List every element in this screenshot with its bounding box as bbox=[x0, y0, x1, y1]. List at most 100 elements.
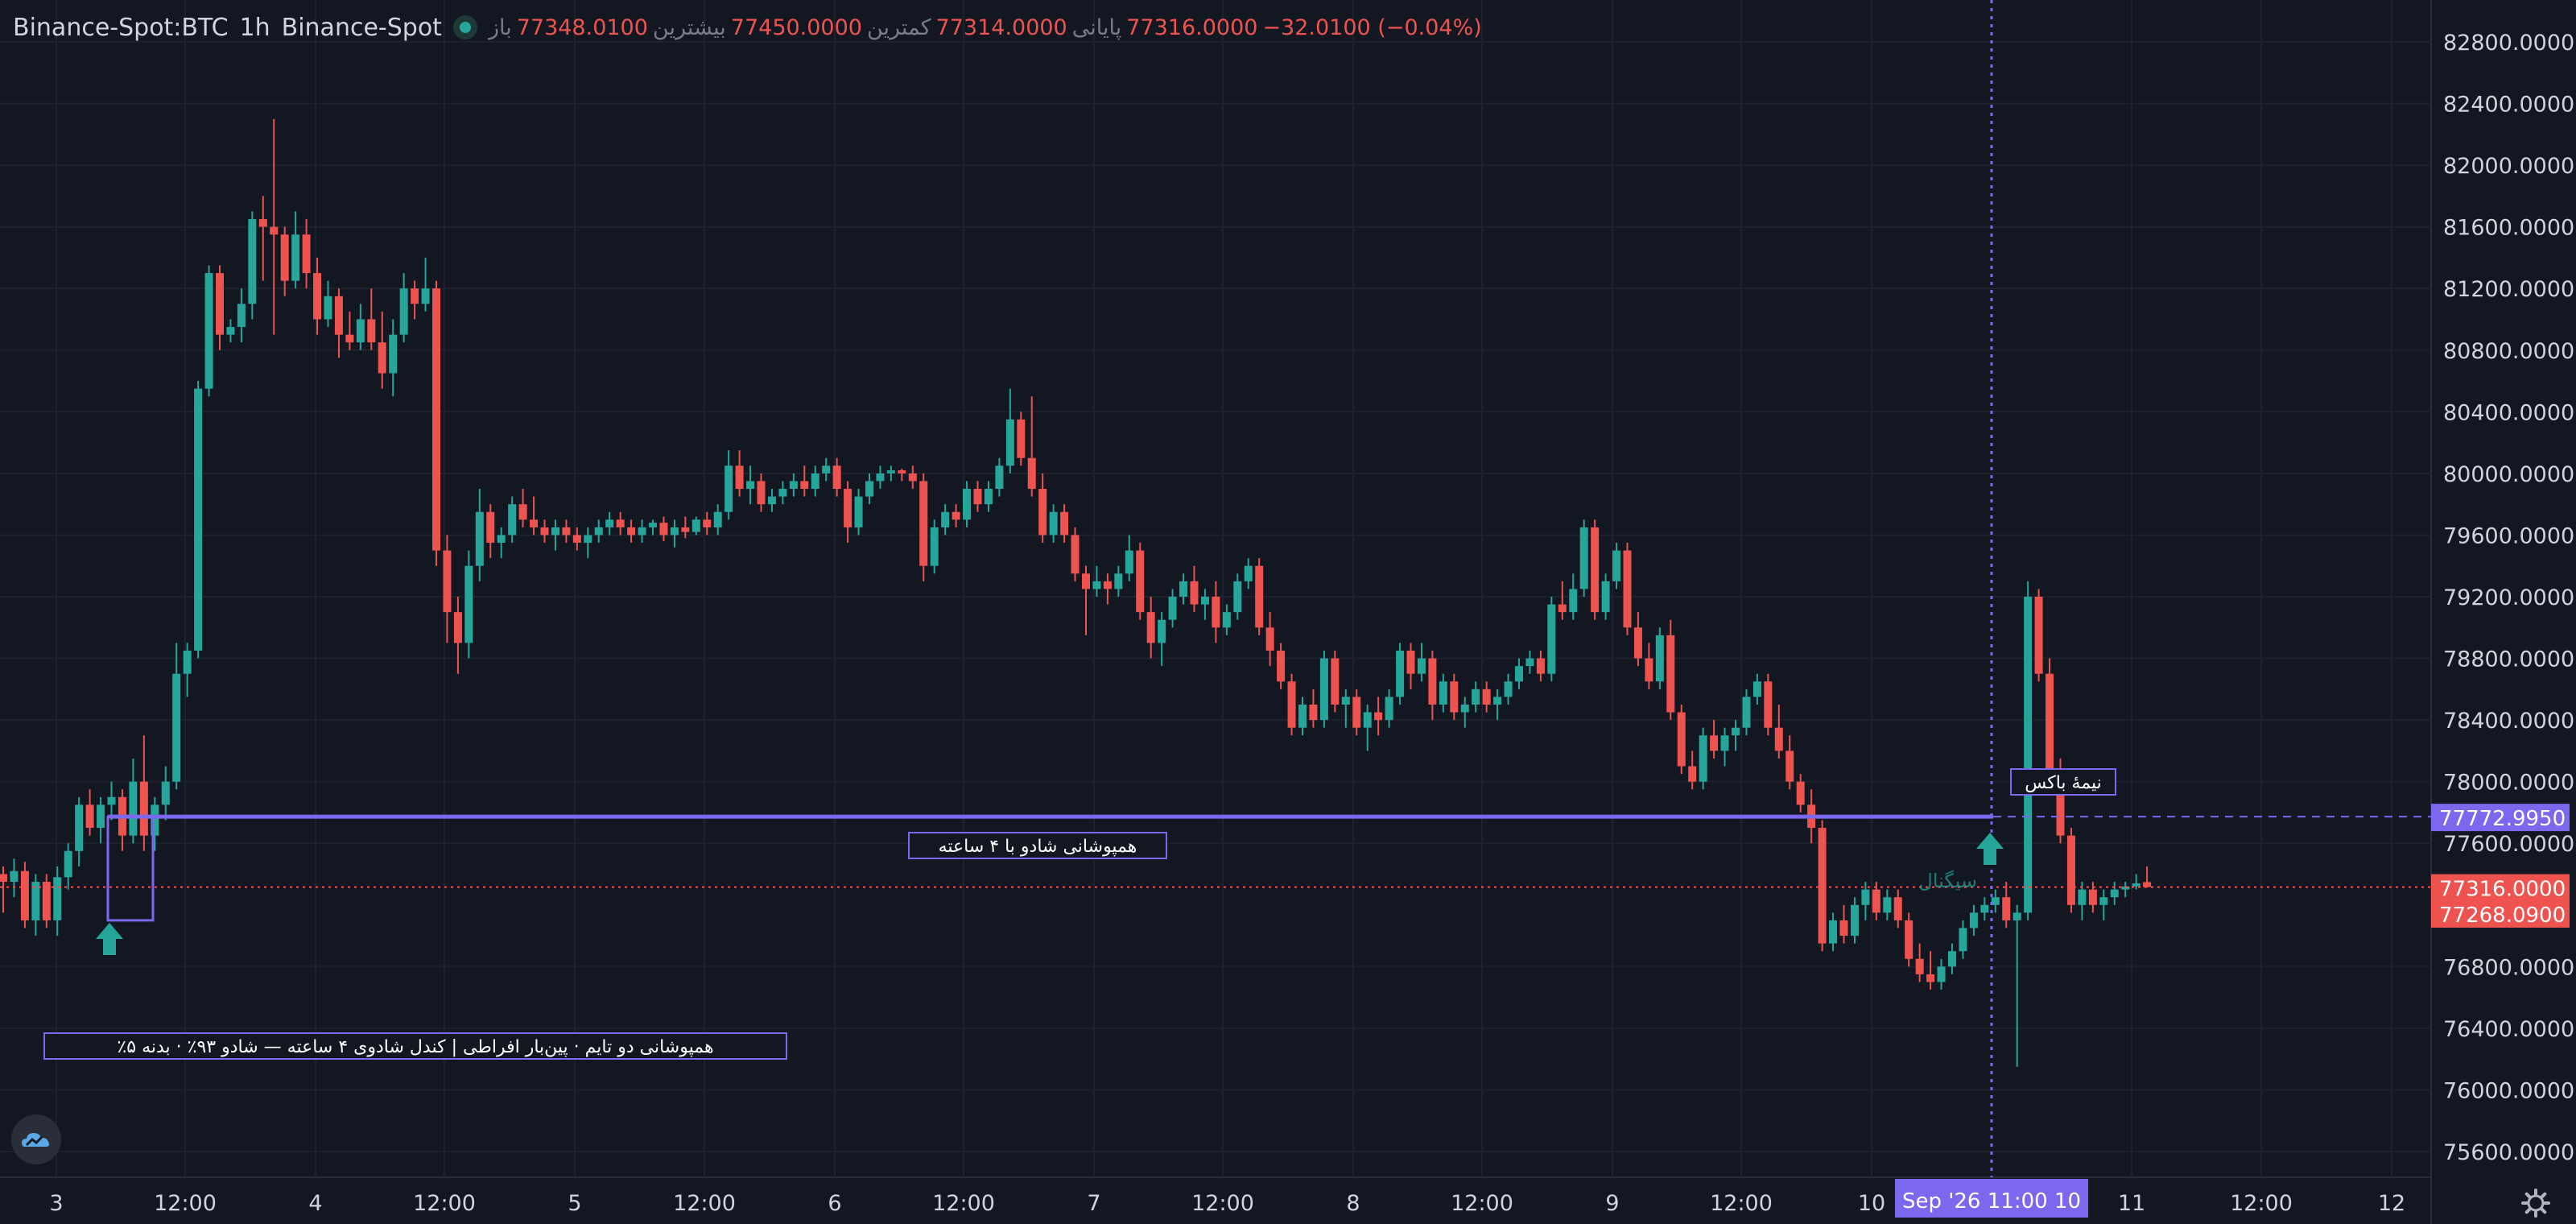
time-tick-label: 4 bbox=[308, 1191, 322, 1216]
candle-body bbox=[1136, 550, 1145, 613]
candle-body bbox=[1959, 928, 1967, 952]
candle-body bbox=[291, 234, 300, 281]
candle-body bbox=[1645, 658, 1653, 682]
candle-body bbox=[1049, 511, 1058, 536]
candle-body bbox=[832, 465, 841, 490]
candle-body bbox=[194, 388, 203, 651]
time-tick-label: 12:00 bbox=[932, 1191, 995, 1216]
candle-body bbox=[2143, 882, 2152, 887]
candle-body bbox=[421, 288, 430, 304]
candle-body bbox=[1829, 920, 1838, 944]
candle-body bbox=[2046, 673, 2054, 775]
candle-body bbox=[584, 535, 592, 544]
candle-body bbox=[1222, 612, 1231, 628]
candle-body bbox=[1872, 889, 1880, 913]
time-tick-label: 12 bbox=[2378, 1191, 2405, 1216]
price-tick-label: 81200.0000 bbox=[2443, 277, 2574, 302]
candle-body bbox=[1027, 457, 1036, 490]
gear-icon[interactable] bbox=[2520, 1187, 2552, 1219]
candle-body bbox=[258, 219, 267, 227]
candle-body bbox=[2024, 597, 2033, 913]
time-tick-label: 7 bbox=[1087, 1191, 1100, 1216]
candle-body bbox=[789, 481, 798, 490]
time-tick-label: 12:00 bbox=[2230, 1191, 2293, 1216]
candle-body bbox=[411, 288, 419, 304]
candle-body bbox=[1200, 597, 1209, 605]
candle-body bbox=[930, 527, 939, 566]
candle-body bbox=[1341, 697, 1350, 705]
candle-body bbox=[1591, 527, 1600, 613]
candle-body bbox=[518, 504, 527, 520]
candle-body bbox=[1114, 573, 1123, 589]
candle-body bbox=[800, 481, 809, 490]
candle-body bbox=[572, 535, 581, 544]
candle-body bbox=[627, 527, 636, 536]
price-tick-label: 76400.0000 bbox=[2443, 1017, 2574, 1042]
candle-body bbox=[995, 465, 1004, 490]
candle-body bbox=[1536, 658, 1545, 674]
candle-body bbox=[638, 527, 646, 536]
arrow-up-icon bbox=[96, 923, 123, 955]
candle-body bbox=[1298, 704, 1307, 728]
candle-body bbox=[1396, 650, 1405, 697]
candle-body bbox=[854, 496, 863, 527]
candle-body bbox=[1190, 581, 1199, 605]
ohlc-readout: باز 77348.0100 بیشترین 77450.0000 کمترین… bbox=[489, 15, 1482, 40]
candle-body bbox=[1255, 565, 1264, 628]
low-price-tag-bg bbox=[2431, 900, 2570, 928]
price-tick-label: 81600.0000 bbox=[2443, 216, 2574, 241]
candle-body bbox=[724, 465, 733, 512]
candle-body bbox=[1732, 727, 1740, 736]
pattern-note-label: ٪همپوشانی دو تایم · پین‌بار افراطی | کند… bbox=[117, 1037, 713, 1057]
candle-body bbox=[1038, 489, 1047, 536]
candle-body bbox=[334, 296, 343, 335]
arrow-up-icon bbox=[1976, 833, 2004, 865]
candle-body bbox=[1937, 966, 1946, 982]
candle-body bbox=[713, 511, 722, 527]
candle-body bbox=[486, 511, 495, 544]
candle-body bbox=[389, 334, 398, 374]
crosshair-time-bg bbox=[1895, 1179, 2088, 1218]
candle-body bbox=[919, 481, 928, 566]
candle-body bbox=[767, 496, 776, 505]
candle-body bbox=[1818, 828, 1827, 944]
candle-body bbox=[1374, 712, 1383, 721]
symbol-label[interactable]: Binance-Spot:BTC bbox=[13, 13, 229, 42]
candle-body bbox=[2056, 774, 2065, 836]
candle-body bbox=[1125, 550, 1133, 574]
high-label: بیشترین bbox=[652, 14, 726, 40]
candle-body bbox=[2099, 897, 2108, 905]
candle-body bbox=[1764, 681, 1773, 728]
candle-body bbox=[129, 781, 138, 836]
candle-body bbox=[42, 882, 51, 920]
candle-body bbox=[1883, 897, 1892, 913]
candle-body bbox=[908, 473, 917, 482]
candle-body bbox=[540, 527, 549, 536]
candle-body bbox=[659, 523, 668, 536]
low-value: 77314.0000 bbox=[935, 14, 1067, 40]
candle-body bbox=[161, 781, 170, 805]
time-tick-label: 12:00 bbox=[673, 1191, 736, 1216]
candle-body bbox=[183, 650, 192, 674]
candle-body bbox=[1861, 889, 1870, 905]
candle-body bbox=[1092, 581, 1101, 589]
cloud-logo-icon[interactable] bbox=[11, 1114, 61, 1164]
candle-body bbox=[432, 288, 440, 551]
price-tick-label: 82000.0000 bbox=[2443, 154, 2574, 179]
candle-body bbox=[31, 882, 40, 920]
low-price-tag: 77268.0900 bbox=[2439, 904, 2566, 928]
candle-body bbox=[1905, 920, 1913, 959]
time-tick-label: 8 bbox=[1346, 1191, 1360, 1216]
price-tick-label: 80000.0000 bbox=[2443, 462, 2574, 487]
candle-body bbox=[1742, 697, 1751, 728]
candle-body bbox=[1633, 627, 1642, 659]
candle-body bbox=[1926, 974, 1935, 982]
candle-body bbox=[605, 519, 614, 527]
time-tick-label: 10 bbox=[1858, 1191, 1885, 1216]
candle-body bbox=[2002, 897, 2011, 920]
candle-body bbox=[1071, 535, 1080, 574]
candle-body bbox=[1720, 735, 1729, 751]
interval-label[interactable]: 1h bbox=[239, 13, 270, 42]
